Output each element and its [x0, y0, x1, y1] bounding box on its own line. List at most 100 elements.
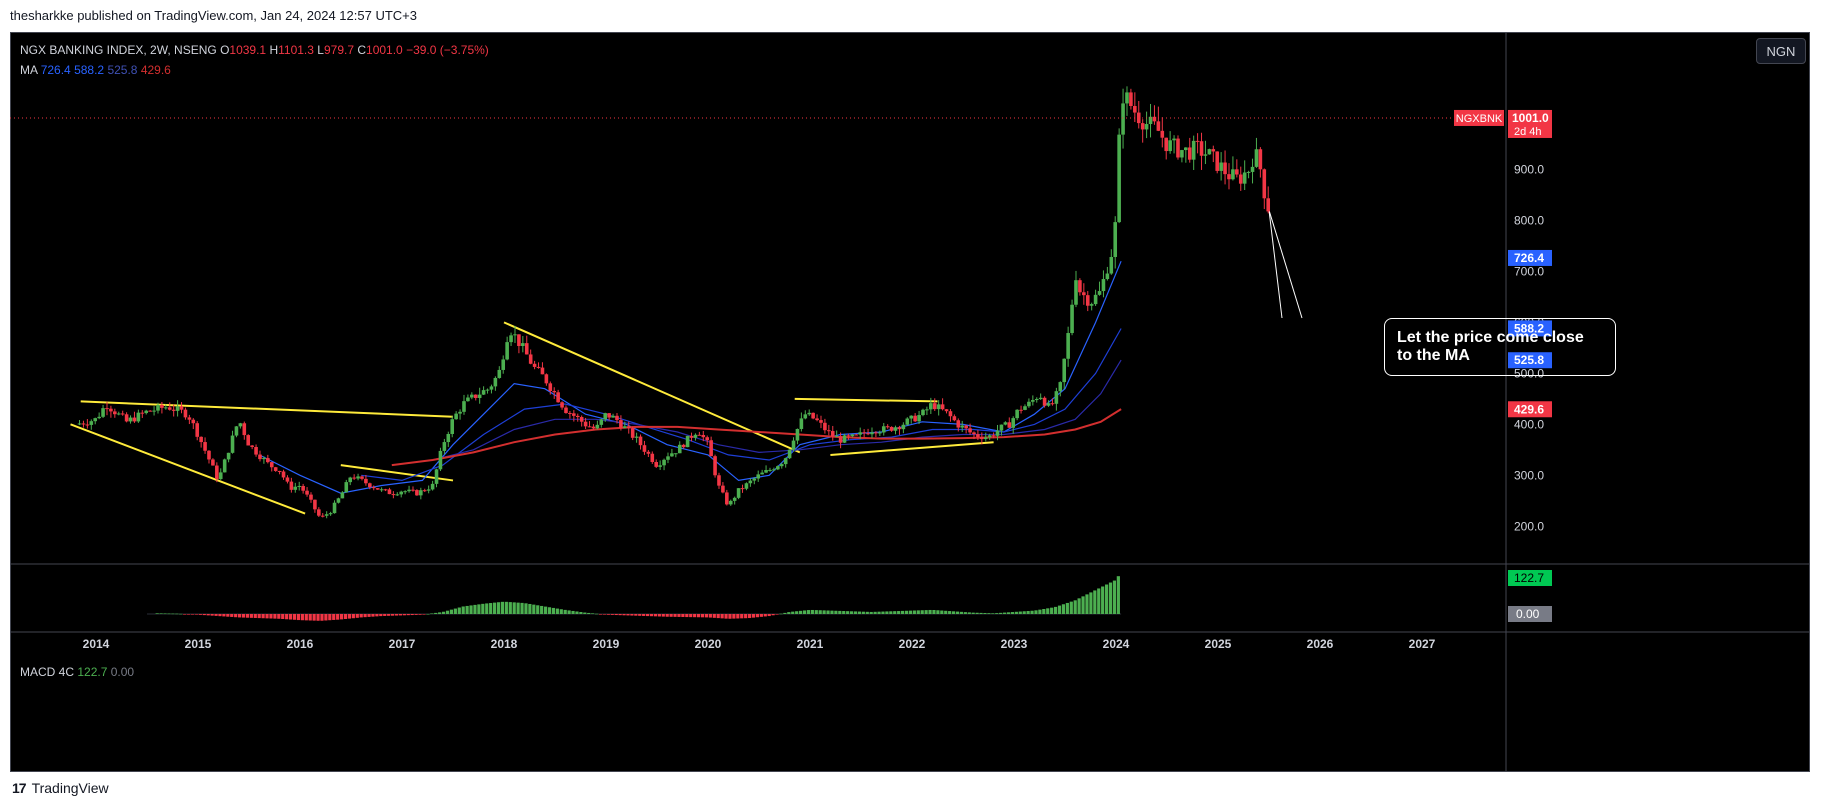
- macd-bar: [237, 614, 242, 618]
- macd-bar: [183, 614, 187, 615]
- macd-bar: [1010, 612, 1015, 614]
- candle-body: [952, 416, 957, 421]
- ma-axis-label: 429.6: [1514, 402, 1544, 416]
- candle-body: [528, 354, 533, 364]
- macd-bar: [312, 614, 316, 621]
- last-price-label: 1001.0: [1512, 111, 1549, 125]
- macd-bar: [979, 612, 983, 614]
- macd-bar: [198, 614, 202, 615]
- main-legend: NGX BANKING INDEX, 2W, NSENG O1039.1 H11…: [20, 40, 489, 80]
- macd-bar: [492, 602, 497, 614]
- candle-body: [1172, 138, 1176, 141]
- macd-bar: [328, 614, 332, 621]
- macd-bar: [818, 610, 822, 614]
- macd-bar: [481, 603, 485, 614]
- candle-body: [564, 407, 568, 414]
- macd-bar: [759, 614, 763, 617]
- macd-bar: [379, 614, 383, 617]
- candle-body: [97, 416, 101, 419]
- candle-body: [356, 476, 360, 479]
- candle-body: [450, 419, 455, 434]
- candle-body: [870, 432, 874, 435]
- candle-body: [422, 490, 427, 492]
- macd-bar: [524, 603, 528, 614]
- macd-bar: [1034, 610, 1038, 614]
- macd-bar: [626, 614, 630, 616]
- candle-body: [1219, 162, 1223, 171]
- macd-bar: [618, 614, 622, 616]
- macd-bar: [559, 609, 563, 614]
- candle-body: [705, 437, 710, 441]
- macd-bar: [547, 607, 552, 614]
- macd-bar: [257, 614, 261, 619]
- macd-bar: [806, 610, 811, 614]
- macd-bar: [897, 611, 901, 614]
- candle-body: [415, 490, 419, 496]
- macd-bar: [543, 606, 548, 614]
- candle-body: [501, 359, 506, 370]
- macd-bar: [473, 604, 477, 614]
- candle-body: [575, 415, 580, 418]
- candle-body: [473, 394, 478, 398]
- price-chart[interactable]: 200.0300.0400.0500.0600.0700.0800.0900.0…: [10, 32, 1810, 772]
- candle-body: [207, 450, 211, 460]
- macd-bar: [712, 614, 716, 618]
- trendlines[interactable]: [70, 210, 1303, 515]
- candle-body: [1038, 397, 1043, 399]
- candle-body: [819, 420, 823, 423]
- candle-body: [740, 488, 745, 490]
- candle-body: [1258, 149, 1263, 170]
- candle-body: [434, 469, 439, 484]
- macd-bar: [1073, 600, 1077, 614]
- candle-body: [1156, 121, 1161, 131]
- candle-body: [187, 417, 192, 420]
- candle-body: [858, 432, 863, 435]
- macd-bar: [959, 611, 964, 614]
- candle-body: [1211, 149, 1216, 152]
- candle-body: [1070, 304, 1074, 334]
- macd-bar: [661, 614, 665, 617]
- annotation-callout[interactable]: Let the price come close to the MA: [1384, 318, 1616, 376]
- candle-body: [293, 486, 298, 490]
- candle-body: [438, 450, 443, 470]
- candle-body: [583, 421, 588, 427]
- symbol-label: NGX BANKING INDEX, 2W, NSENG: [20, 43, 217, 57]
- macd-bar: [614, 614, 618, 616]
- macd-bar: [649, 614, 654, 617]
- candle-body: [301, 485, 305, 491]
- macd-bar: [516, 602, 520, 614]
- macd-bar: [363, 614, 367, 618]
- candle-body: [850, 434, 855, 437]
- candle-body: [901, 424, 906, 430]
- candle-body: [89, 421, 94, 425]
- macd-bar: [787, 612, 791, 614]
- published-by: thesharkke published on TradingView.com,…: [10, 8, 417, 23]
- candle-body: [674, 453, 678, 455]
- candle-body: [929, 403, 933, 410]
- macd-bar: [1089, 592, 1093, 614]
- macd-bar: [390, 614, 395, 616]
- candle-body: [254, 446, 258, 455]
- macd-bar: [673, 614, 677, 617]
- y-tick-label: 400.0: [1514, 417, 1544, 431]
- macd-bar: [791, 611, 795, 614]
- macd-bar: [638, 614, 642, 616]
- candle-body: [179, 406, 184, 410]
- candle-body: [874, 432, 878, 434]
- macd-bar: [445, 610, 450, 614]
- candle-body: [776, 466, 780, 470]
- macd-bar: [971, 612, 975, 614]
- macd-bar: [296, 614, 301, 621]
- candle-body: [521, 343, 525, 347]
- candle-body: [1113, 222, 1118, 257]
- macd-bar: [406, 614, 410, 616]
- candle-body: [250, 445, 254, 447]
- x-tick-label: 2024: [1103, 637, 1130, 651]
- macd-bar: [724, 614, 728, 619]
- candle-body: [881, 426, 886, 433]
- candle-body: [1140, 123, 1145, 130]
- currency-button[interactable]: NGN: [1756, 38, 1806, 64]
- macd-bar: [571, 610, 575, 614]
- macd-bar: [873, 611, 877, 614]
- macd-bar: [693, 614, 697, 618]
